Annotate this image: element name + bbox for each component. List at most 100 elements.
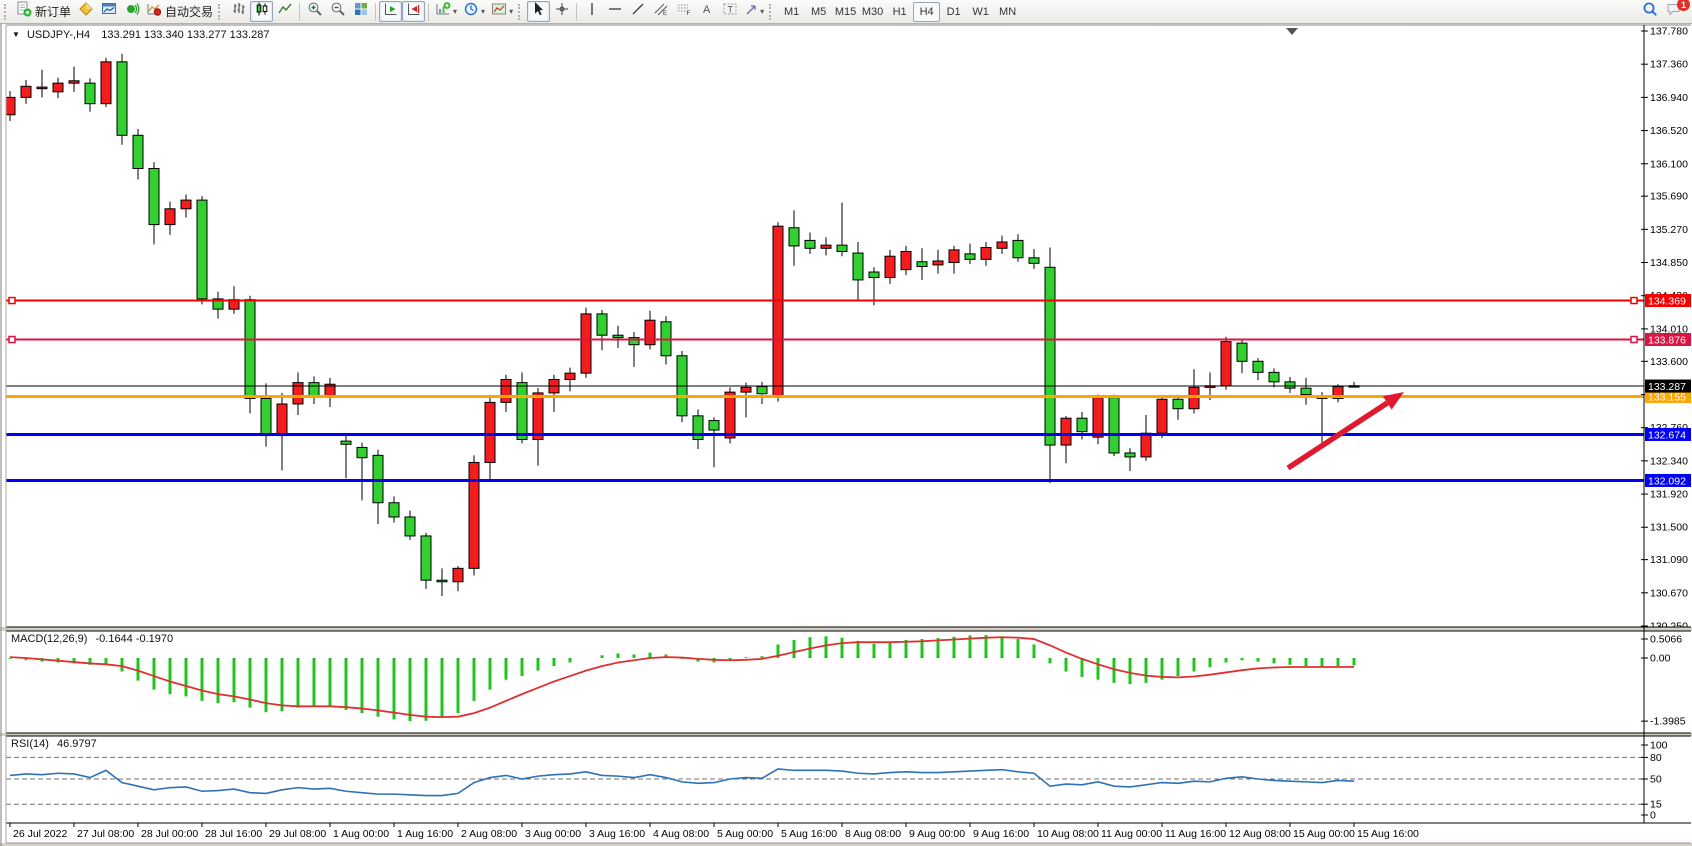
line-chart-button[interactable]: [273, 1, 296, 22]
timeframe-MN[interactable]: MN: [999, 5, 1017, 18]
vertical-line-button[interactable]: [580, 1, 603, 22]
timeframe-M5[interactable]: M5: [810, 5, 827, 18]
signal-button[interactable]: [120, 1, 143, 22]
axis-tick-label: 136.940: [1650, 92, 1688, 104]
notifications-button[interactable]: 1: [1662, 0, 1690, 22]
candle: [276, 403, 288, 437]
toolbar-grip[interactable]: [769, 3, 776, 20]
macd-signal-line: [9, 636, 1355, 719]
panel-separator[interactable]: [0, 733, 1692, 736]
zoom-in-icon: [307, 1, 323, 22]
text-button[interactable]: A: [695, 1, 718, 22]
candle: [532, 392, 544, 441]
candle: [212, 298, 224, 310]
terminal-button[interactable]: [97, 1, 120, 22]
axis-tick-label: 134.850: [1650, 257, 1688, 269]
cursor-icon: [531, 1, 547, 22]
axis-tick-label: 134.010: [1650, 323, 1688, 335]
candlestick-chart-button[interactable]: [250, 1, 274, 22]
fibonacci-icon: F: [676, 1, 692, 22]
toolbar-grip[interactable]: [518, 3, 525, 20]
time-tick-label: 8 Aug 08:00: [845, 828, 901, 840]
arrows-button[interactable]: ▾: [741, 1, 767, 22]
toolbar-grip[interactable]: [4, 3, 11, 20]
axis-tick-label: 100: [1650, 740, 1668, 752]
rsi-line: [9, 768, 1355, 797]
time-axis[interactable]: 26 Jul 2022 27 Jul 08:00 28 Jul 00:00 28 Ju…: [9, 823, 1419, 840]
timeframe-M30[interactable]: M30: [861, 5, 884, 18]
tile-windows-button[interactable]: [349, 1, 372, 22]
shift-marker-icon[interactable]: [1286, 28, 1298, 35]
candle: [996, 241, 1008, 249]
text-label-icon: T: [722, 1, 738, 22]
annotation-arrow[interactable]: [1286, 400, 1389, 471]
timeframe-H4[interactable]: H4: [913, 1, 941, 22]
search-icon: [1641, 0, 1659, 23]
time-tick-label: 2 Aug 08:00: [461, 828, 517, 840]
candle: [500, 378, 512, 403]
candle: [308, 382, 320, 397]
axis-tick-label: 137.780: [1650, 26, 1688, 38]
crosshair-icon: [554, 1, 570, 22]
new-order-button[interactable]: 新订单: [13, 1, 74, 22]
price-label-text: 133.876: [1648, 334, 1686, 346]
toolbar-grip[interactable]: [218, 3, 225, 20]
fibonacci-button[interactable]: F: [672, 1, 695, 22]
macd-plot[interactable]: [8, 635, 1356, 722]
timeframe-H1[interactable]: H1: [892, 5, 907, 18]
price-axis[interactable]: 137.780 137.360 136.940 136.520 136.100 135.6…: [1641, 26, 1691, 822]
candle: [1268, 371, 1280, 383]
time-tick-label: 27 Jul 08:00: [77, 828, 134, 840]
bar-chart-icon: [231, 1, 247, 22]
candle: [1124, 452, 1136, 458]
timeframe-D1[interactable]: D1: [946, 5, 961, 18]
chart-shift-button[interactable]: [402, 1, 426, 22]
horizontal-line-button[interactable]: [603, 1, 626, 22]
candle: [420, 535, 432, 581]
auto-trading-button[interactable]: 自动交易: [143, 1, 216, 22]
macd-name: MACD(12,26,9): [11, 633, 88, 645]
auto-scroll-button[interactable]: [379, 1, 403, 22]
templates-button[interactable]: ▾: [488, 1, 516, 22]
axis-tick-label: -1.3985: [1650, 716, 1686, 728]
zoom-out-button[interactable]: [326, 1, 349, 22]
candlestick-chart-icon: [254, 1, 270, 22]
timeframe-M15[interactable]: M15: [834, 5, 857, 18]
timeframe-M1[interactable]: M1: [783, 5, 800, 18]
hline-handle[interactable]: [1630, 335, 1638, 344]
cursor-button[interactable]: [527, 1, 551, 22]
candle: [1028, 257, 1040, 264]
trendline-icon: [630, 1, 646, 22]
hline-handle[interactable]: [8, 296, 16, 305]
chart-shift-icon: [406, 1, 422, 22]
indicators-button[interactable]: ▾: [432, 1, 460, 22]
axis-tick-label: 80: [1650, 752, 1662, 764]
chevron-down-icon: ▾: [453, 7, 458, 16]
timeframe-W1[interactable]: W1: [972, 5, 989, 18]
axis-tick-label: 0: [1650, 810, 1656, 822]
chart-symbol-title: USDJPY-,H4: [26, 29, 91, 41]
price-chart-plot[interactable]: [5, 53, 1644, 596]
candle: [20, 85, 32, 98]
search-button[interactable]: [1638, 1, 1662, 22]
crosshair-button[interactable]: [550, 1, 573, 22]
channel-button[interactable]: E: [649, 1, 672, 22]
zoom-in-button[interactable]: [303, 1, 326, 22]
bar-chart-button[interactable]: [227, 1, 250, 22]
candle: [580, 313, 592, 374]
panel-separator[interactable]: [0, 627, 1692, 631]
trendline-button[interactable]: [626, 1, 649, 22]
candle: [452, 567, 464, 583]
tile-windows-icon: [353, 1, 369, 22]
hline-handle[interactable]: [1630, 296, 1638, 305]
chart-menu-triangle-icon[interactable]: ▼: [12, 30, 20, 39]
text-label-button[interactable]: T: [718, 1, 741, 22]
candle: [900, 250, 912, 271]
profiles-button[interactable]: [74, 1, 97, 22]
rsi-plot[interactable]: [6, 756, 1644, 805]
hline-handle[interactable]: [8, 335, 16, 344]
candle: [484, 401, 496, 463]
chart-title-bar[interactable]: ▼ USDJPY-,H4 133.291 133.340 133.277 133…: [12, 29, 269, 41]
periods-button[interactable]: ▾: [460, 1, 488, 22]
